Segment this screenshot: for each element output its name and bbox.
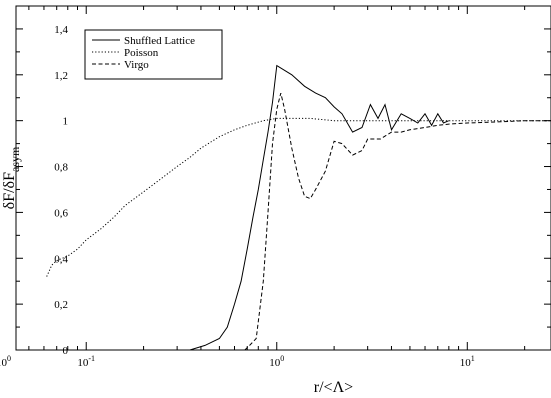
y-axis-label: δF/δFasym [1, 146, 22, 209]
x-tick-base: 10 [0, 357, 8, 369]
x-tick-exponent: -1 [88, 354, 95, 363]
legend-label: Virgo [124, 59, 149, 71]
y-tick-label: 0,8 [54, 162, 68, 174]
y-tick-label: 1 [63, 116, 69, 128]
legend-box [84, 29, 223, 80]
legend-label: Poisson [124, 47, 159, 59]
x-tick-exponent: 0 [280, 354, 284, 363]
series-line-poisson [46, 117, 551, 277]
legend-label: Shuffled Lattice [124, 35, 195, 47]
y-tick-label: 0,4 [54, 253, 68, 265]
y-tick-label: 0,2 [54, 299, 68, 311]
series-line-shuffled-lattice [189, 64, 449, 351]
plot-area-border [15, 5, 551, 351]
x-tick-base: 10 [460, 357, 472, 369]
x-tick-base: 10 [77, 357, 89, 369]
y-tick-label: 1,2 [54, 70, 68, 82]
x-axis-label: r/<Λ> [314, 379, 353, 396]
series-layer [46, 64, 551, 351]
y-tick-label: 0,6 [54, 207, 68, 219]
x-tick-label: 10-1 [77, 354, 95, 369]
axis-labels: r/<Λ> δF/δFasym [1, 146, 353, 396]
y-axis-label-main: δF/δF [1, 172, 18, 209]
x-tick-exponent: 1 [471, 354, 475, 363]
axis-ticks: 00,20,40,60,811,21,410-1100101100 [0, 5, 551, 369]
x-tick-label: 101 [460, 354, 475, 369]
x-tick-label: 100 [269, 354, 284, 369]
y-axis-label-subscript: asym [8, 146, 22, 172]
y-tick-label: 0 [63, 345, 69, 357]
x-tick-label-cut: 100 [0, 354, 11, 369]
plot-frame [15, 5, 551, 351]
series-line-virgo [244, 92, 551, 351]
y-tick-label: 1,4 [54, 24, 68, 36]
x-tick-base: 10 [269, 357, 281, 369]
x-tick-exponent: 0 [7, 354, 11, 363]
